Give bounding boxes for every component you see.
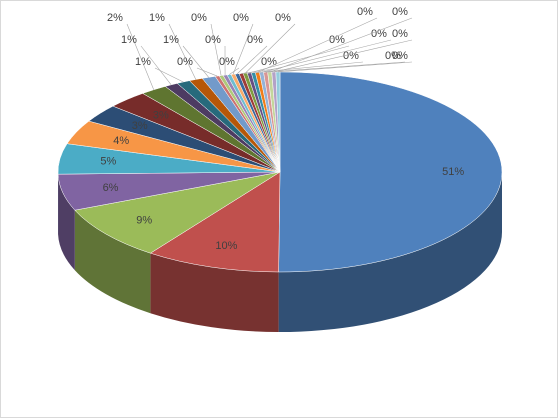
slice (149, 171, 281, 273)
data-label: 0% (371, 28, 387, 40)
data-label: 9% (136, 214, 152, 226)
data-labels: 51%10%9%6%5%4%3%3%2%1%1%1%1%0%0%0%0%0%0%… (100, 6, 464, 252)
leader-line (168, 23, 197, 80)
data-label: 0% (385, 50, 401, 62)
leader-line (154, 67, 184, 83)
data-label: 1% (121, 34, 137, 46)
data-label: 10% (215, 240, 237, 252)
leader-line (269, 17, 413, 73)
data-label: 0% (392, 6, 408, 18)
data-label: 0% (191, 12, 207, 24)
leader-line (265, 61, 406, 73)
data-label: 4% (113, 135, 129, 147)
data-label: 0% (177, 56, 193, 68)
leader-line (232, 23, 254, 75)
data-label: 3% (153, 109, 169, 121)
data-label: 3% (132, 120, 148, 132)
leader-line (210, 23, 222, 76)
data-label: 1% (135, 56, 151, 68)
data-label: 0% (275, 12, 291, 24)
slice-side (74, 210, 151, 314)
data-label: 0% (233, 12, 249, 24)
data-label: 0% (219, 56, 235, 68)
pie-tops (57, 71, 503, 273)
data-label: 0% (357, 6, 373, 18)
leader-line (244, 23, 296, 74)
data-label: 0% (392, 50, 408, 62)
data-label: 5% (100, 156, 116, 168)
data-label: 1% (149, 12, 165, 24)
leader-line (140, 45, 172, 86)
data-label: 0% (205, 34, 221, 46)
pie-sides (58, 172, 502, 332)
slice-side (150, 253, 279, 332)
data-label: 0% (329, 34, 345, 46)
data-label: 51% (442, 166, 464, 178)
leader-line (257, 17, 378, 73)
slice (278, 71, 503, 273)
data-label: 0% (261, 56, 277, 68)
slice-side (58, 174, 75, 271)
slice (74, 171, 281, 254)
slice-side (278, 172, 502, 332)
data-label: 2% (107, 12, 123, 24)
leader-line (182, 45, 209, 78)
data-label: 0% (247, 34, 263, 46)
data-label: 0% (343, 50, 359, 62)
leader-line (236, 45, 268, 75)
leader-line (277, 61, 413, 73)
data-label: 1% (163, 34, 179, 46)
leader-line (273, 39, 413, 73)
leader-line (196, 67, 218, 77)
leader-line (253, 61, 364, 74)
data-label: 6% (103, 182, 119, 194)
data-label: 0% (392, 28, 408, 40)
leader-line (126, 23, 155, 90)
